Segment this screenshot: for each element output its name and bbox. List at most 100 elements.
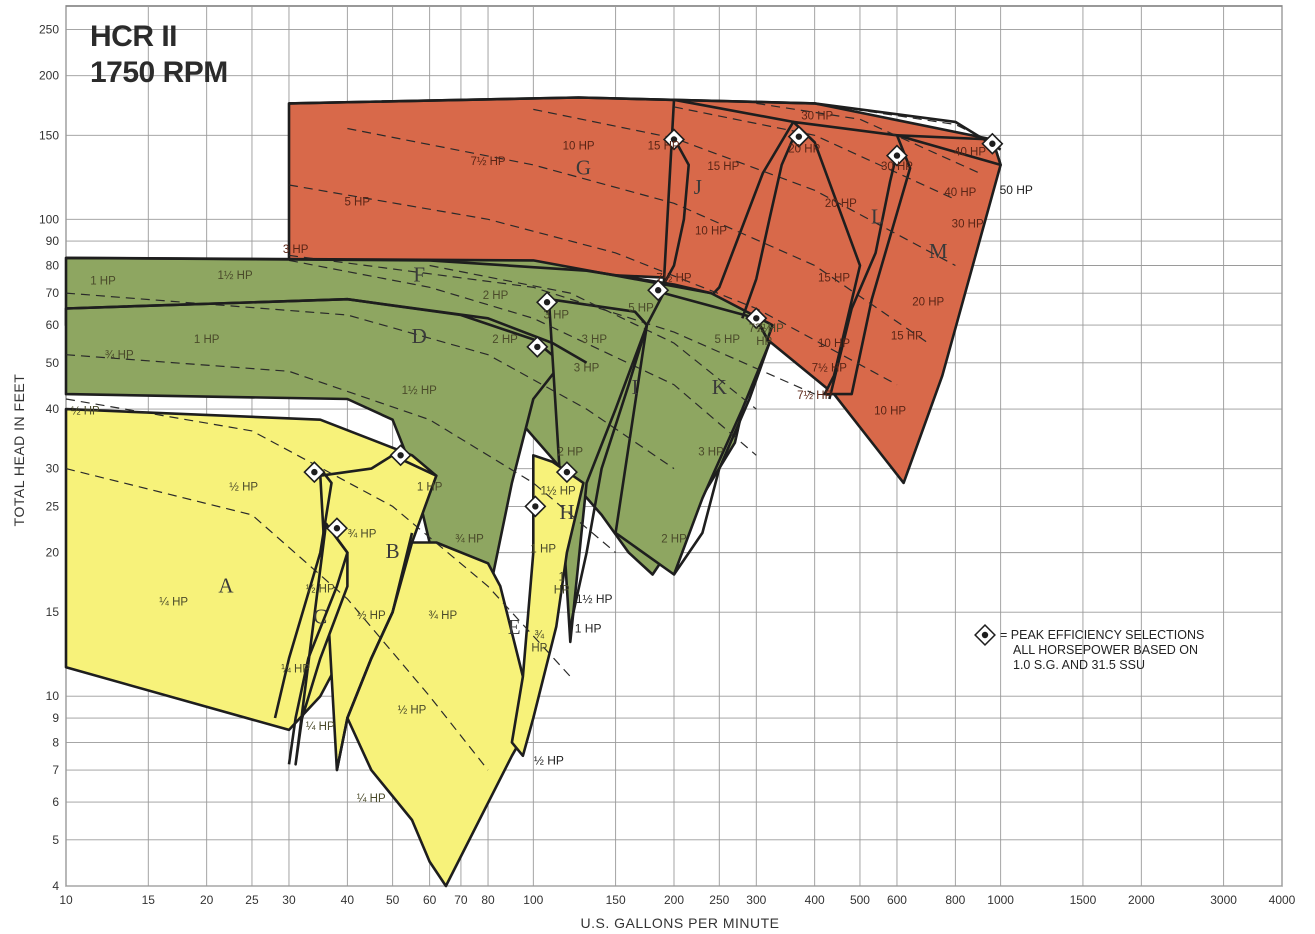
zone-m-region — [895, 134, 1002, 167]
hp-label: 3 HP — [581, 334, 607, 346]
y-tick-label: 100 — [39, 212, 59, 226]
hp-label: HP — [554, 584, 570, 596]
peak-efficiency-marker-b — [389, 444, 412, 467]
hp-label: 1½ HP — [217, 270, 252, 282]
peak-efficiency-marker-j — [787, 125, 810, 148]
hp-label: ¾ — [535, 630, 545, 642]
y-tick-label: 20 — [46, 546, 60, 560]
axis-layer: 10 15 20 25 30 40 50 60 70 80 100 150 200 250 300 400 50… — [39, 22, 1296, 907]
y-tick-label: 10 — [46, 689, 60, 703]
x-tick-label: 20 — [200, 893, 214, 907]
hp-label: 15 HP — [648, 141, 680, 153]
hp-label: 7½ — [756, 323, 772, 335]
zone-letter-label: L — [871, 204, 884, 228]
legend-line-1: = PEAK EFFICIENCY SELECTIONS — [1000, 628, 1204, 642]
zone-boundary-line — [287, 522, 349, 765]
zone-line-layer — [65, 96, 1002, 771]
y-tick-label: 150 — [39, 128, 59, 142]
y-tick-label: 4 — [52, 879, 59, 893]
y-tick-label: 7 — [52, 763, 59, 777]
hp-label: 10 HP — [563, 141, 595, 153]
x-tick-label: 400 — [805, 893, 825, 907]
marker-layer — [303, 125, 1004, 540]
zone-d-region — [64, 297, 564, 601]
hp-label: 3 HP — [544, 309, 570, 321]
hp-label: 2 HP — [661, 534, 687, 546]
x-tick-label: 500 — [850, 893, 870, 907]
hp-label: ½ HP — [357, 610, 386, 622]
zone-boundary-line — [569, 310, 649, 627]
zone-boundary-line — [335, 532, 414, 771]
hp-label: ¼ HP — [159, 596, 188, 608]
hp-label: HP — [531, 643, 547, 655]
y-tick-label: 60 — [46, 318, 60, 332]
peak-efficiency-dot — [532, 503, 539, 510]
peak-efficiency-marker-h — [555, 461, 578, 484]
hp-label: 30 HP — [881, 161, 913, 173]
zone-letter-label: I — [631, 375, 638, 399]
hp-label: 1 — [558, 571, 564, 583]
zone-letter-label: G — [576, 156, 591, 180]
x-tick-label: 10 — [59, 893, 73, 907]
hp-label: 40 HP — [944, 187, 976, 199]
zone-boundary-line — [662, 137, 691, 286]
hp-label: 7½ HP — [470, 156, 505, 168]
zone-letter-label: B — [386, 539, 400, 563]
peak-efficiency-dot — [670, 136, 678, 143]
hp-curve-line — [756, 102, 980, 174]
x-tick-label: 15 — [142, 893, 156, 907]
x-tick-label: 600 — [887, 893, 907, 907]
legend-line-3: 1.0 S.G. AND 31.5 SSU — [1013, 658, 1145, 672]
x-tick-label: 50 — [386, 893, 400, 907]
hp-label: 30 HP — [952, 219, 984, 231]
hp-label: ½ HP — [306, 583, 335, 595]
y-tick-label: 70 — [46, 286, 60, 300]
y-axis-title: TOTAL HEAD IN FEET — [11, 374, 27, 527]
x-tick-label: 80 — [481, 893, 495, 907]
hp-label: 5 HP — [714, 334, 740, 346]
hp-label: 1 HP — [194, 334, 220, 346]
hp-curve-line — [673, 106, 956, 201]
zone-letter-label: K — [712, 375, 727, 399]
peak-efficiency-marker-f — [536, 291, 559, 314]
peak-efficiency-dot — [311, 468, 318, 476]
hp-label: 20 HP — [825, 198, 857, 210]
peak-efficiency-marker-d — [526, 335, 549, 358]
chart-title-line-2: 1750 RPM — [90, 56, 228, 89]
peak-efficiency-dot — [563, 468, 571, 476]
x-tick-label: 150 — [606, 893, 626, 907]
hp-label: ¼ HP — [357, 793, 386, 805]
y-tick-label: 6 — [52, 795, 59, 809]
x-tick-label: 30 — [282, 893, 296, 907]
zone-boundary-line — [65, 256, 712, 295]
hp-curve-line — [65, 468, 489, 771]
y-tick-label: 50 — [46, 356, 60, 370]
x-tick-label: 60 — [423, 893, 437, 907]
y-tick-label: 9 — [52, 711, 59, 725]
hp-label: 10 HP — [695, 225, 727, 237]
x-tick-label: 1000 — [987, 893, 1014, 907]
peak-efficiency-marker-g — [662, 128, 686, 151]
peak-efficiency-marker-c — [325, 517, 348, 540]
hp-label: 1 HP — [90, 275, 116, 287]
hp-curve-line — [533, 108, 956, 267]
hp-label: 15 HP — [818, 273, 850, 285]
hp-label: 3 HP — [283, 244, 309, 256]
x-tick-label: 25 — [245, 893, 259, 907]
zone-boundary-line — [672, 317, 771, 576]
x-tick-label: 70 — [454, 893, 468, 907]
zone-letter-label: M — [929, 239, 948, 263]
peak-efficiency-marker-l — [885, 144, 909, 167]
zone-letter-label: D — [412, 324, 427, 348]
y-tick-label: 8 — [52, 735, 59, 749]
hp-label: 2 HP — [558, 446, 584, 458]
zone-boundary-line — [828, 152, 899, 400]
hp-label-external: 1 HP — [575, 622, 602, 636]
y-tick-label: 90 — [46, 234, 60, 248]
hp-label: 3 HP — [698, 446, 724, 458]
x-tick-label: 250 — [709, 893, 729, 907]
hp-label-external: 1½ HP — [576, 592, 613, 606]
x-tick-label: 4000 — [1269, 893, 1296, 907]
